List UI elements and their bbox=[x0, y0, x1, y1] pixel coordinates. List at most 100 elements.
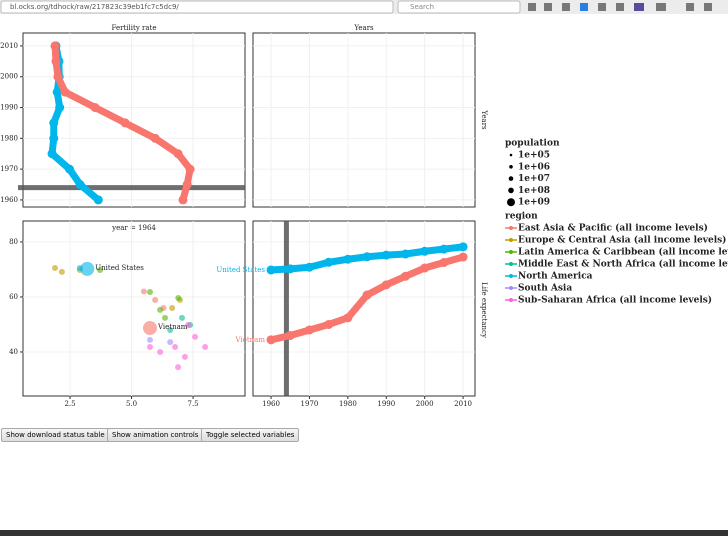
scatter-point bbox=[202, 344, 209, 351]
x-tick-label: 1990 bbox=[377, 400, 395, 408]
legend-label: Sub-Saharan Africa (all income levels) bbox=[518, 295, 712, 306]
country-point bbox=[55, 103, 65, 113]
y-tick-label: 40 bbox=[9, 348, 18, 356]
legend-label: 1e+05 bbox=[518, 151, 550, 161]
y-tick-label: 60 bbox=[9, 293, 18, 301]
x-tick-label: 2010 bbox=[454, 400, 472, 408]
country-point bbox=[458, 242, 468, 252]
country-point bbox=[52, 87, 62, 97]
legend-swatch bbox=[509, 262, 513, 266]
country-point bbox=[51, 56, 61, 66]
country-point bbox=[142, 321, 157, 336]
x-tick-label: 5.0 bbox=[126, 400, 137, 408]
y-tick-label: 1980 bbox=[0, 134, 18, 142]
legend-label: 1e+06 bbox=[518, 162, 550, 172]
legend-dot bbox=[509, 153, 513, 157]
scatter-point bbox=[58, 268, 65, 275]
panel-frame bbox=[252, 32, 476, 208]
button[interactable]: Show download status table bbox=[1, 428, 110, 442]
legend-swatch bbox=[509, 274, 513, 278]
country-point bbox=[304, 262, 314, 272]
scatter-point bbox=[162, 314, 169, 321]
y-tick-label: 80 bbox=[9, 238, 18, 246]
country-point bbox=[47, 149, 57, 159]
country-point bbox=[324, 257, 334, 267]
country-point bbox=[343, 313, 353, 323]
y-tick-label: 1990 bbox=[0, 104, 18, 112]
strip-title: Fertility rate bbox=[112, 24, 157, 32]
country-point bbox=[458, 252, 468, 262]
country-point bbox=[93, 195, 103, 205]
toolbar-icons[interactable] bbox=[528, 3, 712, 11]
country-point bbox=[120, 118, 130, 128]
strip-title: Years bbox=[480, 109, 488, 130]
country-point bbox=[304, 325, 314, 335]
country-point bbox=[285, 330, 295, 340]
country-label: United States bbox=[95, 264, 144, 272]
x-tick-label: 1980 bbox=[339, 400, 357, 408]
scatter-point bbox=[175, 364, 182, 371]
scatter-point bbox=[51, 265, 58, 272]
country-point bbox=[185, 164, 195, 174]
x-tick-label: 1970 bbox=[301, 400, 319, 408]
y-tick-label: 1970 bbox=[0, 165, 18, 173]
button[interactable]: Show animation controls bbox=[107, 428, 204, 442]
strip-title: Life expectancy bbox=[480, 282, 488, 338]
country-label: United States bbox=[216, 266, 265, 274]
legend-swatch bbox=[509, 298, 513, 302]
legend-label: 1e+09 bbox=[518, 198, 550, 208]
y-tick-label: 2000 bbox=[0, 73, 18, 81]
y-tick-label: 2010 bbox=[0, 42, 18, 50]
legend-label: South Asia bbox=[518, 284, 572, 294]
legend-dot bbox=[509, 165, 513, 169]
country-point bbox=[266, 265, 276, 275]
country-point bbox=[60, 87, 70, 97]
country-point bbox=[90, 103, 100, 113]
country-point bbox=[150, 133, 160, 143]
url: bl.ocks.org/tdhock/raw/217823c39eb1fc7c5… bbox=[10, 3, 179, 11]
country-point bbox=[285, 264, 295, 274]
scatter-point bbox=[172, 344, 179, 351]
country-label: Vietnam bbox=[235, 336, 266, 344]
country-point bbox=[420, 263, 430, 273]
scatter-point bbox=[175, 295, 182, 302]
scatter-point bbox=[192, 333, 199, 340]
scatter-point bbox=[167, 326, 174, 333]
country-point bbox=[65, 164, 75, 174]
strip-title: Years bbox=[353, 24, 374, 32]
legend-dot bbox=[508, 187, 514, 194]
x-tick-label: 2.5 bbox=[64, 400, 75, 408]
country-point bbox=[50, 41, 60, 51]
country-point bbox=[362, 252, 372, 262]
legend-label: East Asia & Pacific (all income levels) bbox=[518, 223, 708, 234]
legend-swatch bbox=[509, 238, 513, 242]
legend-title: population bbox=[505, 139, 560, 149]
legend-dot bbox=[507, 198, 515, 207]
legend-label: 1e+07 bbox=[518, 174, 550, 184]
country-point bbox=[49, 133, 59, 143]
legend-label: Europe & Central Asia (all income levels… bbox=[518, 235, 726, 246]
scatter-point bbox=[185, 322, 192, 329]
search-box[interactable] bbox=[397, 0, 521, 14]
country-point bbox=[381, 280, 391, 290]
country-point bbox=[420, 246, 430, 256]
country-point bbox=[324, 319, 334, 329]
country-point bbox=[400, 249, 410, 259]
scatter-point bbox=[181, 353, 188, 360]
country-point bbox=[439, 258, 449, 268]
legend-swatch bbox=[509, 286, 513, 290]
button[interactable]: Toggle selected variables bbox=[201, 428, 300, 442]
legend-title: region bbox=[505, 212, 538, 222]
country-point bbox=[75, 180, 85, 190]
country-point bbox=[343, 254, 353, 264]
scatter-point bbox=[146, 344, 153, 351]
url-bar[interactable] bbox=[0, 0, 394, 14]
taskbar bbox=[0, 530, 728, 536]
search-placeholder: Search bbox=[410, 3, 434, 11]
x-tick-label: 1960 bbox=[262, 400, 280, 408]
scatter-point bbox=[152, 296, 159, 303]
scatter-point bbox=[167, 339, 174, 346]
scatter-point bbox=[140, 288, 147, 295]
country-point bbox=[173, 149, 183, 159]
